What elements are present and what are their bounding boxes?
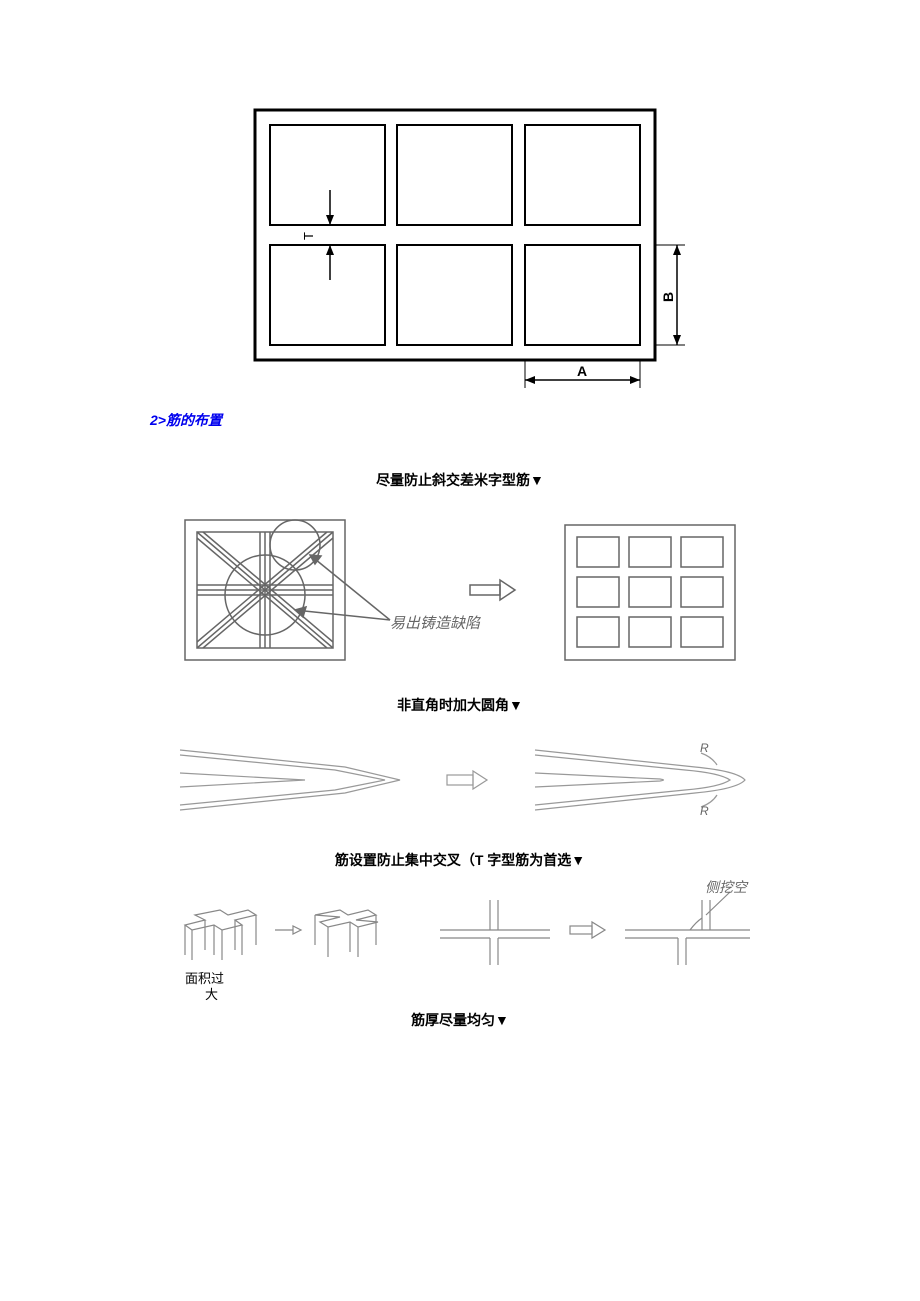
defect-label: 易出铸造缺陷 (390, 615, 481, 632)
figure-fillet-angle: R R (165, 725, 755, 835)
label-r-top: R (700, 741, 709, 755)
subtitle-2: 非直角时加大圆角▼ (150, 695, 770, 715)
section-title: 2>筋的布置 (150, 410, 770, 430)
page-container: T A B 2>筋的布置 尽量防止斜交差米字型筋▼ (0, 0, 920, 1080)
side-cutout-label: 侧挖空 (705, 880, 749, 895)
label-t: T (301, 232, 316, 240)
subtitle-4: 筋厚尽量均匀▼ (150, 1010, 770, 1030)
label-a: A (577, 363, 587, 379)
figure-x-to-grid: 易出铸造缺陷 (165, 500, 755, 680)
subtitle-3: 筋设置防止集中交叉（T 字型筋为首选▼ (150, 850, 770, 870)
label-b: B (660, 292, 676, 302)
label-r-bot: R (700, 804, 709, 818)
area-too-large-label-2: 大 (205, 984, 218, 1003)
figure-cross-to-t: 侧挖空 (150, 880, 770, 980)
subtitle-1: 尽量防止斜交差米字型筋▼ (150, 470, 770, 490)
figure-grid-dimensions: T A B (225, 100, 695, 400)
